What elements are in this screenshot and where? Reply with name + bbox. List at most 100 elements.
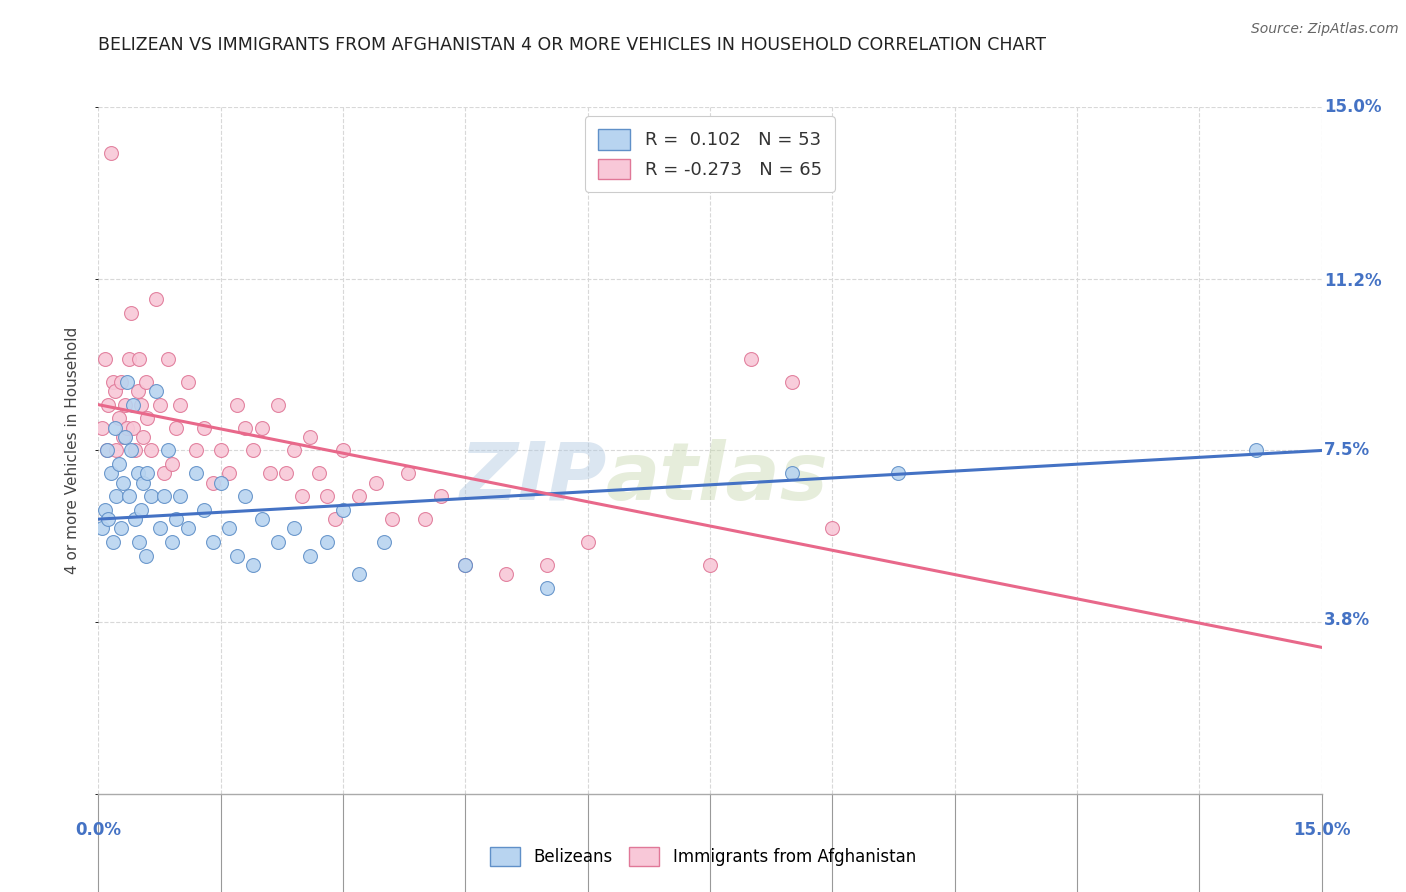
Point: [121, 398, 143, 412]
Point: [100, 145, 122, 160]
Point: [780, 467, 803, 481]
Point: [128, 351, 150, 366]
Point: [201, 475, 224, 490]
Point: [135, 375, 157, 389]
Point: [141, 489, 163, 503]
Point: [274, 467, 297, 481]
Point: [135, 549, 157, 563]
Point: [114, 430, 136, 444]
Point: [780, 375, 803, 389]
Point: [149, 398, 172, 412]
Point: [141, 443, 163, 458]
Point: [315, 489, 337, 503]
Point: [186, 467, 208, 481]
Point: [91, 521, 114, 535]
Point: [209, 475, 232, 490]
Point: [177, 375, 200, 389]
Point: [91, 420, 114, 434]
Point: [108, 411, 131, 425]
Point: [299, 430, 322, 444]
Point: [308, 467, 330, 481]
Point: [105, 489, 128, 503]
Point: [110, 375, 132, 389]
Point: [886, 467, 908, 481]
Point: [226, 549, 249, 563]
Point: [160, 457, 183, 471]
Point: [242, 443, 264, 458]
Text: 7.5%: 7.5%: [1324, 442, 1371, 459]
Point: [576, 535, 599, 549]
Point: [169, 398, 191, 412]
Point: [145, 293, 167, 307]
Point: [332, 443, 354, 458]
Point: [152, 467, 174, 481]
Point: [118, 351, 141, 366]
Point: [186, 443, 208, 458]
Point: [364, 475, 387, 490]
Point: [110, 521, 132, 535]
Point: [495, 567, 517, 582]
Point: [115, 375, 138, 389]
Point: [132, 430, 155, 444]
Point: [108, 457, 131, 471]
Text: BELIZEAN VS IMMIGRANTS FROM AFGHANISTAN 4 OR MORE VEHICLES IN HOUSEHOLD CORRELAT: BELIZEAN VS IMMIGRANTS FROM AFGHANISTAN …: [98, 36, 1046, 54]
Point: [136, 411, 159, 425]
Point: [193, 503, 215, 517]
Point: [105, 443, 128, 458]
Point: [124, 512, 146, 526]
Point: [111, 430, 134, 444]
Text: ZIP: ZIP: [458, 439, 606, 517]
Point: [132, 475, 155, 490]
Point: [201, 535, 224, 549]
Legend: Belizeans, Immigrants from Afghanistan: Belizeans, Immigrants from Afghanistan: [482, 838, 924, 875]
Point: [114, 398, 136, 412]
Point: [291, 489, 314, 503]
Point: [233, 420, 256, 434]
Point: [283, 521, 305, 535]
Point: [111, 475, 134, 490]
Point: [97, 398, 120, 412]
Point: [104, 420, 127, 434]
Text: 3.8%: 3.8%: [1324, 611, 1371, 629]
Point: [145, 384, 167, 398]
Point: [96, 443, 118, 458]
Point: [233, 489, 256, 503]
Point: [129, 398, 152, 412]
Point: [454, 558, 477, 572]
Point: [136, 467, 159, 481]
Text: Source: ZipAtlas.com: Source: ZipAtlas.com: [1251, 22, 1399, 37]
Point: [127, 384, 149, 398]
Point: [120, 306, 142, 320]
Point: [118, 489, 141, 503]
Point: [821, 521, 844, 535]
Y-axis label: 4 or more Vehicles in Household: 4 or more Vehicles in Household: [65, 326, 80, 574]
Point: [152, 489, 174, 503]
Point: [209, 443, 232, 458]
Point: [129, 503, 152, 517]
Point: [430, 489, 453, 503]
Text: 0.0%: 0.0%: [76, 822, 121, 839]
Point: [267, 535, 290, 549]
Point: [299, 549, 322, 563]
Legend: R =  0.102   N = 53, R = -0.273   N = 65: R = 0.102 N = 53, R = -0.273 N = 65: [585, 116, 835, 192]
Point: [250, 420, 273, 434]
Point: [124, 443, 146, 458]
Point: [101, 375, 124, 389]
Point: [100, 467, 122, 481]
Point: [169, 489, 191, 503]
Point: [250, 512, 273, 526]
Point: [165, 512, 187, 526]
Point: [121, 420, 143, 434]
Point: [283, 443, 305, 458]
Point: [120, 443, 142, 458]
Point: [349, 567, 371, 582]
Text: 15.0%: 15.0%: [1324, 98, 1382, 116]
Point: [536, 558, 558, 572]
Point: [332, 503, 354, 517]
Point: [323, 512, 346, 526]
Point: [242, 558, 264, 572]
Point: [1246, 443, 1268, 458]
Point: [96, 443, 118, 458]
Point: [226, 398, 249, 412]
Point: [156, 443, 179, 458]
